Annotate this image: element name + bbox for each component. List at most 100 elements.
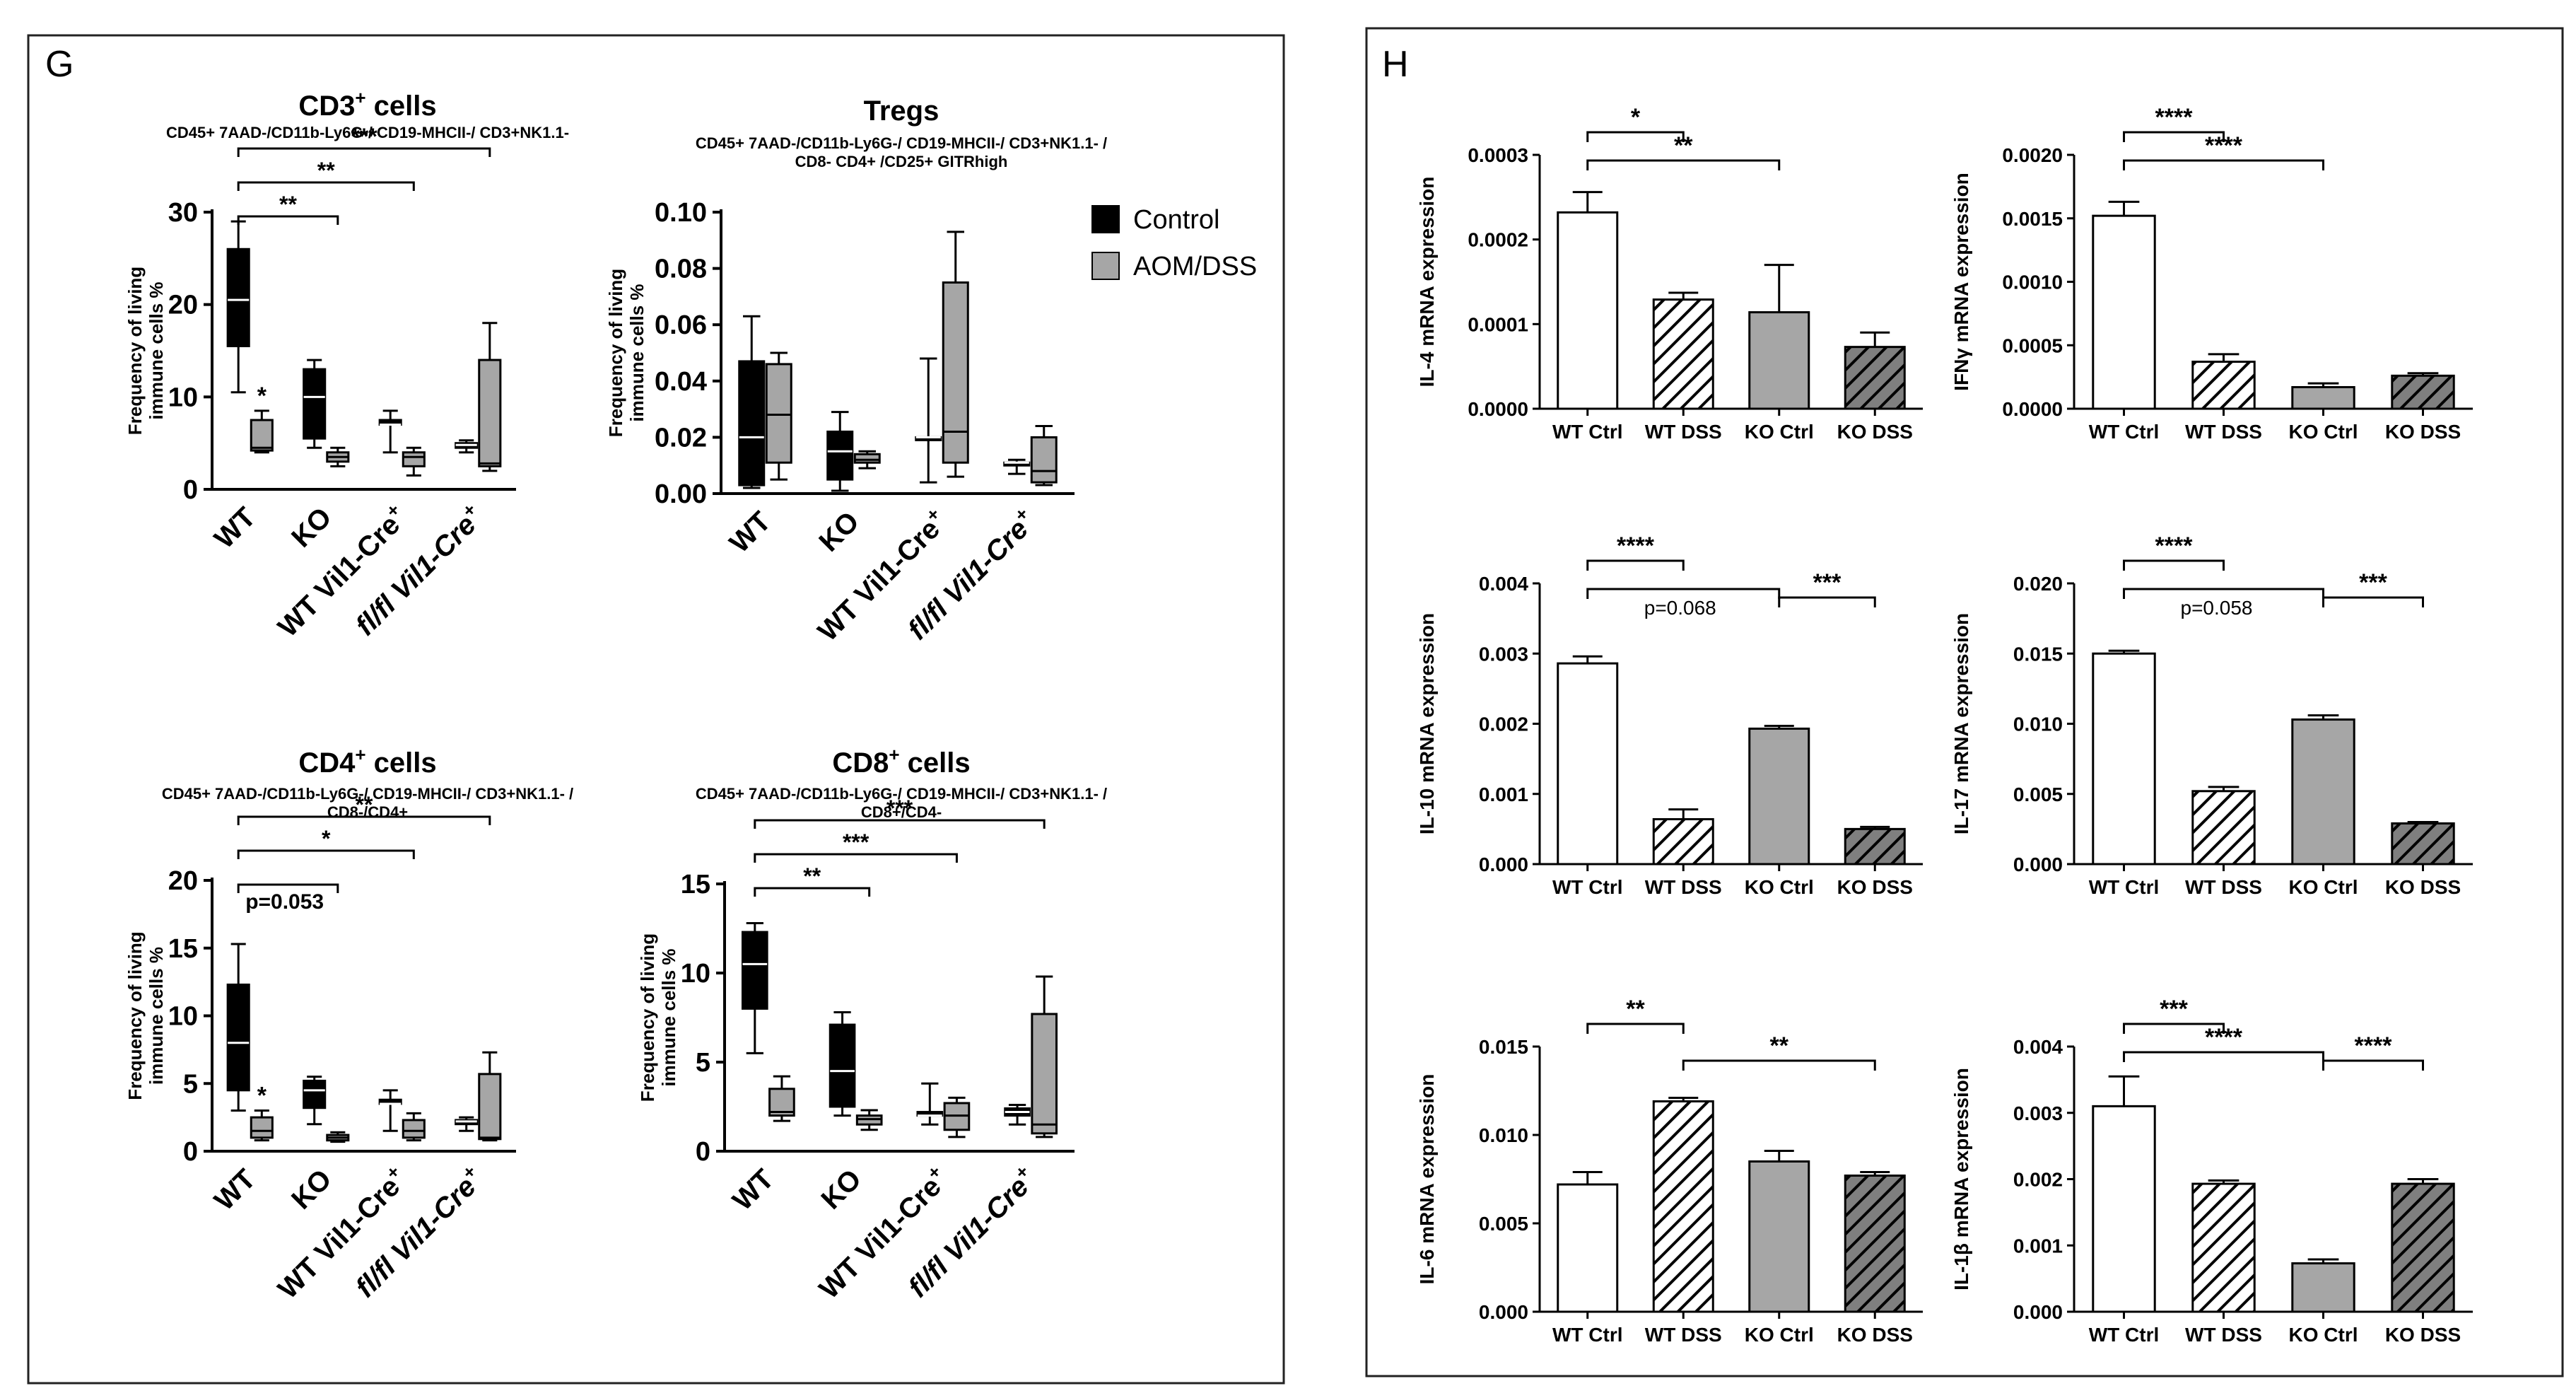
y-tick-label: 0.0003	[1468, 144, 1528, 166]
x-tick-label: KO Ctrl	[1745, 1324, 1814, 1346]
x-tick-label: WT DSS	[1645, 876, 1722, 898]
y-tick-label: 0.004	[1479, 573, 1528, 595]
box-control	[829, 1023, 856, 1108]
y-tick-label: 0.005	[2013, 784, 2063, 805]
significance-bracket	[237, 849, 415, 859]
chart-subtitle: CD8- CD4+ /CD25+ GITRhigh	[795, 153, 1008, 170]
significance-bracket	[2123, 1023, 2225, 1034]
y-axis-label: immune cells %	[146, 947, 167, 1085]
significance-bracket	[237, 815, 491, 825]
box-control	[226, 983, 250, 1092]
box-aom-dss	[1030, 436, 1058, 484]
legend-label-control: Control	[1133, 205, 1220, 235]
significance-label: ****	[2355, 1032, 2393, 1059]
bar-ko-ctrl	[1748, 727, 1810, 866]
box-control	[303, 368, 327, 440]
bar-ko-ctrl	[2291, 1262, 2355, 1313]
significance-label: ****	[2205, 132, 2243, 159]
bar-ko-dss	[2391, 374, 2455, 410]
y-tick-label: 0.002	[1479, 713, 1528, 735]
bar-ko-ctrl	[2291, 718, 2355, 866]
y-axis-label: Frequency of living	[605, 269, 626, 437]
significance-label: **	[803, 863, 821, 889]
box-aom-dss	[402, 451, 426, 467]
significance-bracket	[1586, 588, 1781, 599]
x-tick-label: WT Ctrl	[1552, 421, 1623, 443]
significance-bracket	[1586, 159, 1781, 170]
legend-swatch-control	[1091, 205, 1120, 233]
chart-title-suffix: cells	[366, 91, 437, 122]
bar-wt-ctrl	[1557, 1183, 1619, 1313]
significance-bracket	[2123, 159, 2324, 170]
chart-subtitle: CD45+ 7AAD-/CD11b-Ly6G-/ CD19-MHCII-/ CD…	[166, 124, 569, 141]
y-tick-label: 15	[681, 870, 710, 899]
y-tick-label: 0.002	[2013, 1169, 2063, 1191]
significance-label: p=0.053	[245, 890, 324, 914]
significance-bracket	[754, 887, 871, 897]
x-tick-label: WT DSS	[1645, 1324, 1722, 1346]
y-tick-label: 0.10	[655, 198, 707, 228]
chart-title: Tregs	[864, 95, 939, 127]
y-tick-label: 0.02	[655, 423, 707, 453]
x-tick-label: KO Ctrl	[2289, 876, 2358, 898]
y-tick-label: 15	[168, 934, 198, 964]
significance-bracket	[1586, 559, 1685, 571]
significance-bracket	[1682, 1059, 1876, 1071]
box-aom-dss	[1031, 1013, 1058, 1135]
significance-label: *	[322, 826, 331, 851]
significance-bracket	[2123, 1051, 2324, 1062]
panel-g-frame	[27, 34, 1285, 1385]
y-axis-label: immune cells %	[626, 284, 648, 421]
bar-wt-ctrl	[1557, 211, 1619, 410]
y-tick-label: 0.0001	[1468, 313, 1528, 335]
y-tick-label: 0.0005	[2002, 334, 2063, 356]
y-tick-label: 0.0000	[2002, 398, 2063, 420]
chart-subtitle: CD45+ 7AAD-/CD11b-Ly6G-/ CD19-MHCII-/ CD…	[696, 134, 1107, 152]
x-tick-label: WT Ctrl	[2089, 876, 2160, 898]
x-tick-label: WT DSS	[2185, 876, 2262, 898]
chart-il10: 0.000 0.001 0.002 0.003 0.004 IL-10 mRNA expr…	[1416, 532, 1923, 898]
significance-bracket	[237, 181, 415, 191]
chart-title: CD4+ cells	[298, 744, 436, 779]
bar-wt-ctrl	[1557, 662, 1619, 866]
chart-il1b: 0.000 0.001 0.002 0.003 0.004 IL-1β mRNA expr…	[1950, 996, 2473, 1346]
y-axis-label: Frequency of living	[124, 267, 146, 435]
x-tick-label: KO DSS	[2385, 421, 2461, 443]
chart-subtitle: CD45+ 7AAD-/CD11b-Ly6G-/ CD19-MHCII-/ CD…	[696, 785, 1107, 803]
significance-bracket	[237, 883, 339, 893]
y-tick-label: 20	[168, 291, 198, 320]
box-aom-dss	[250, 1116, 274, 1139]
y-axis-label: IL-10 mRNA expression	[1416, 613, 1438, 834]
bar-wt-dss	[1652, 817, 1714, 866]
box-control	[226, 247, 250, 347]
chart-title-main: CD4	[298, 747, 356, 779]
y-tick-label: 0.003	[2013, 1102, 2063, 1124]
y-axis-label: Frequency of living	[124, 931, 146, 1100]
box-aom-dss	[942, 281, 969, 464]
bar-ko-ctrl	[1748, 311, 1810, 410]
chart-subtitle: CD8+/CD4-	[861, 803, 942, 821]
significance-label: ****	[2155, 532, 2194, 559]
y-tick-label: 10	[681, 959, 710, 989]
significance-label: *	[257, 1083, 267, 1109]
significance-bracket	[2123, 559, 2225, 571]
box-aom-dss	[402, 1119, 426, 1139]
chart-title: CD3+ cells	[298, 87, 436, 122]
bar-ko-dss	[1844, 1175, 1906, 1313]
y-tick-label: 0.001	[2013, 1235, 2063, 1257]
significance-label: **	[1770, 1032, 1789, 1059]
x-tick-label: KO DSS	[2385, 876, 2461, 898]
bar-ko-dss	[2391, 822, 2455, 866]
y-tick-label: 0.0015	[2002, 208, 2063, 230]
y-axis-label: IL-1β mRNA expression	[1950, 1068, 1972, 1291]
significance-bracket	[1586, 1023, 1685, 1034]
significance-bracket	[2123, 131, 2225, 142]
y-tick-label: 0.003	[1479, 643, 1528, 665]
chart-il6: 0.000 0.005 0.010 0.015 IL-6 mRNA expression…	[1416, 996, 1923, 1346]
x-tick-label: KO DSS	[1837, 1324, 1913, 1346]
x-tick-label: KO Ctrl	[1745, 421, 1814, 443]
x-tick-label: WT DSS	[2185, 1324, 2262, 1346]
bar-ko-dss	[1844, 346, 1906, 410]
x-tick-label: KO DSS	[1837, 421, 1913, 443]
y-tick-label: 0	[696, 1137, 710, 1167]
